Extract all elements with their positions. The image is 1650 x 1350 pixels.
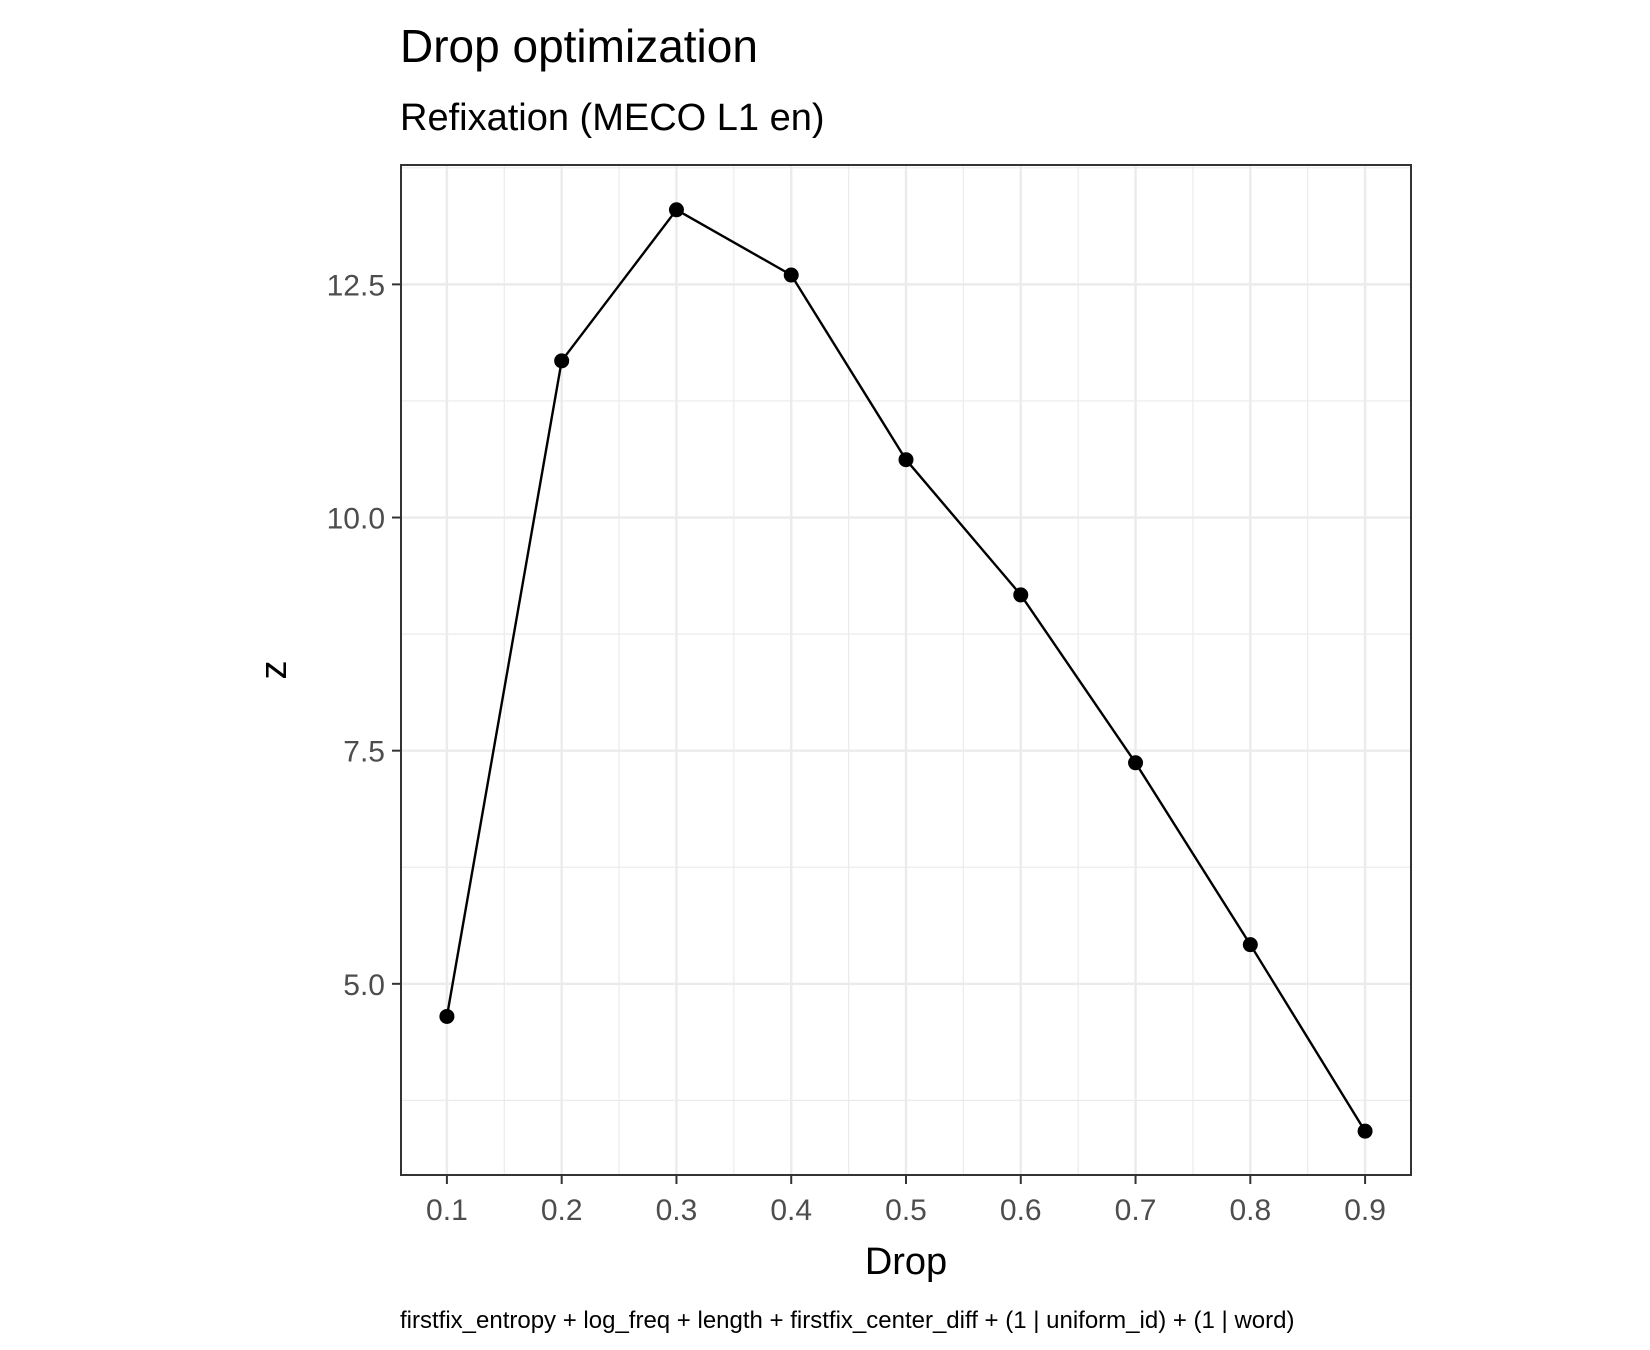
data-point (1013, 587, 1029, 603)
chart-subtitle: Refixation (MECO L1 en) (400, 97, 825, 139)
chart-title: Drop optimization (400, 20, 758, 72)
grid (401, 165, 1411, 1175)
y-axis: 5.0 7.5 10.0 12.5 (327, 269, 401, 1002)
y-tick-label: 7.5 (343, 736, 385, 769)
x-tick-label: 0.4 (770, 1194, 812, 1227)
x-tick-label: 0.7 (1115, 1194, 1157, 1227)
data-point (1242, 937, 1258, 953)
y-axis-title: z (253, 661, 295, 680)
x-tick-label: 0.3 (656, 1194, 698, 1227)
data-points (439, 202, 1373, 1139)
data-point (668, 202, 684, 218)
x-tick-label: 0.8 (1229, 1194, 1271, 1227)
x-tick-label: 0.1 (426, 1194, 468, 1227)
data-point (898, 452, 914, 468)
x-tick-label: 0.9 (1344, 1194, 1386, 1227)
x-tick-label: 0.5 (885, 1194, 927, 1227)
x-axis-title: Drop (865, 1241, 947, 1283)
x-tick-label: 0.6 (1000, 1194, 1042, 1227)
data-point (554, 353, 570, 369)
data-point (439, 1008, 455, 1024)
x-axis: 0.1 0.2 0.3 0.4 0.5 0.6 0.7 0.8 0.9 (426, 1175, 1386, 1227)
data-point (783, 267, 799, 283)
y-tick-label: 12.5 (327, 269, 385, 302)
chart-caption: firstfix_entropy + log_freq + length + f… (400, 1307, 1294, 1334)
data-point (1128, 755, 1144, 771)
x-tick-label: 0.2 (541, 1194, 583, 1227)
y-tick-label: 10.0 (327, 503, 385, 536)
data-point (1357, 1123, 1373, 1139)
y-tick-label: 5.0 (343, 969, 385, 1002)
